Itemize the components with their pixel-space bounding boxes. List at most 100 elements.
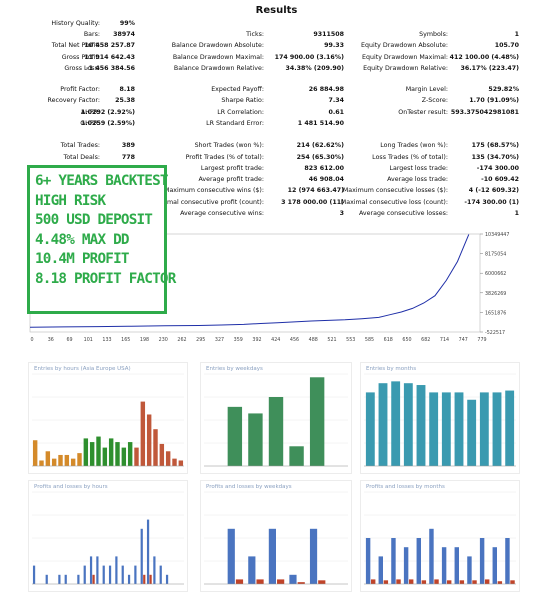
stat-label: Long Trades (won %):	[380, 142, 448, 149]
stat-label: Gross Loss:	[64, 65, 100, 72]
profit-bar	[248, 556, 256, 584]
stat-value: 105.70	[494, 42, 519, 49]
stat-value: 1.0259 (2.59%)	[80, 120, 135, 127]
profit-bar	[108, 565, 112, 584]
loss-bar	[383, 580, 389, 584]
bar	[83, 438, 89, 466]
profit-bar	[416, 538, 421, 584]
stat-label: Total Deals:	[63, 154, 100, 161]
x-tick-label: 424	[271, 337, 280, 343]
stat-label: History Quality:	[51, 20, 100, 27]
y-tick-label: 10349447	[485, 232, 509, 238]
bar	[146, 414, 152, 466]
stat-value: 529.82%	[488, 86, 519, 93]
stat-label: Equity Drawdown Absolute:	[361, 42, 448, 49]
stat-label: Largest loss trade:	[389, 165, 448, 172]
bar	[416, 385, 426, 466]
hist-entries-weekdays: Entries by weekdays	[200, 362, 352, 474]
stat-label: Equity Drawdown Maximal:	[362, 54, 448, 61]
x-tick-label: 36	[48, 337, 54, 343]
bar	[140, 401, 146, 466]
overlay-line-2: HIGH RISK	[35, 192, 106, 209]
stat-value: 174 900.00 (3.16%)	[274, 54, 344, 61]
stat-label: Gross Profit:	[61, 54, 100, 61]
profit-bar	[45, 574, 48, 584]
stat-label: Ticks:	[246, 31, 264, 38]
stat-label: Profit Trades (% of total):	[185, 154, 264, 161]
stat-value: 25.38	[115, 97, 135, 104]
chart-title: Profits and losses by months	[366, 484, 445, 490]
loss-bar	[92, 574, 95, 584]
profit-bar	[492, 547, 497, 584]
stat-value: 214 (62.62%)	[296, 142, 344, 149]
y-tick-label: 6000662	[485, 271, 506, 277]
stat-label: Loss Trades (% of total):	[372, 154, 448, 161]
stat-value: 3 178 000.00 (11)	[281, 199, 344, 206]
x-tick-label: 682	[421, 337, 430, 343]
loss-bar	[408, 579, 414, 584]
x-tick-label: 262	[177, 337, 186, 343]
loss-bar	[446, 580, 452, 584]
overlay-line-5: 10.4M PROFIT	[35, 251, 130, 268]
stat-value: 823 612.00	[304, 165, 344, 172]
profit-bar	[58, 574, 61, 584]
stat-label: Average loss trade:	[387, 176, 448, 183]
stat-value: 34.38% (209.90)	[285, 65, 344, 72]
bar	[268, 397, 284, 466]
chart-title: Entries by months	[366, 366, 416, 372]
x-tick-label: 488	[309, 337, 318, 343]
stats-table: History Quality: 99% Bars: 38974 Ticks: 93115…	[0, 0, 553, 230]
bar	[39, 460, 44, 466]
stat-value: 8.18	[119, 86, 135, 93]
profit-bar	[159, 565, 162, 584]
bar	[227, 406, 243, 466]
loss-bar	[318, 580, 326, 584]
bar	[378, 383, 388, 466]
bar	[441, 392, 451, 466]
x-tick-label: 714	[440, 337, 449, 343]
bar	[45, 451, 51, 466]
stat-label: Z-Score:	[421, 97, 448, 104]
stat-label: AHPR:	[80, 109, 100, 116]
stat-label: Total Net Profit:	[51, 42, 100, 49]
stat-label: LR Standard Error:	[206, 120, 264, 127]
bar	[134, 447, 139, 466]
stat-value: 1	[514, 31, 519, 38]
chart-title: Entries by hours (Asia Europe USA)	[34, 366, 131, 372]
bar	[365, 392, 375, 466]
profit-bar	[378, 556, 383, 584]
bar	[492, 392, 502, 466]
stat-label: Balance Drawdown Absolute:	[171, 42, 264, 49]
profit-bar	[391, 538, 396, 584]
hist-entries-months: Entries by months	[360, 362, 520, 474]
profit-bar	[467, 556, 472, 584]
stat-label: Maximum consecutive losses ($):	[342, 187, 448, 194]
stat-value: -174 300.00 (1)	[464, 199, 519, 206]
stat-value: 99.33	[324, 42, 344, 49]
x-tick-label: 392	[252, 337, 261, 343]
profit-bar	[115, 556, 118, 584]
stat-value: 1	[514, 210, 519, 217]
stat-value: 389	[121, 142, 135, 149]
x-tick-label: 553	[346, 337, 355, 343]
stat-value: 4 (-12 609.32)	[468, 187, 519, 194]
loss-bar	[297, 582, 305, 584]
x-tick-label: 133	[102, 337, 111, 343]
stat-value: 36.17% (223.47)	[460, 65, 519, 72]
profit-bar	[121, 565, 124, 584]
chart-title: Profits and losses by weekdays	[206, 484, 292, 490]
stat-value: 175 (68.57%)	[471, 142, 519, 149]
x-tick-label: 101	[84, 337, 93, 343]
stat-label: Expected Payoff:	[211, 86, 264, 93]
bar	[403, 383, 413, 466]
x-tick-label: 198	[140, 337, 149, 343]
bar	[289, 446, 304, 466]
stat-label: Average consecutive wins:	[180, 210, 264, 217]
stat-value: 12 (974 663.47)	[287, 187, 344, 194]
profit-bar	[268, 528, 276, 584]
x-tick-label: 295	[196, 337, 205, 343]
profit-bar	[429, 528, 434, 584]
x-tick-label: 585	[365, 337, 374, 343]
loss-bar	[235, 579, 244, 584]
loss-bar	[510, 580, 515, 584]
